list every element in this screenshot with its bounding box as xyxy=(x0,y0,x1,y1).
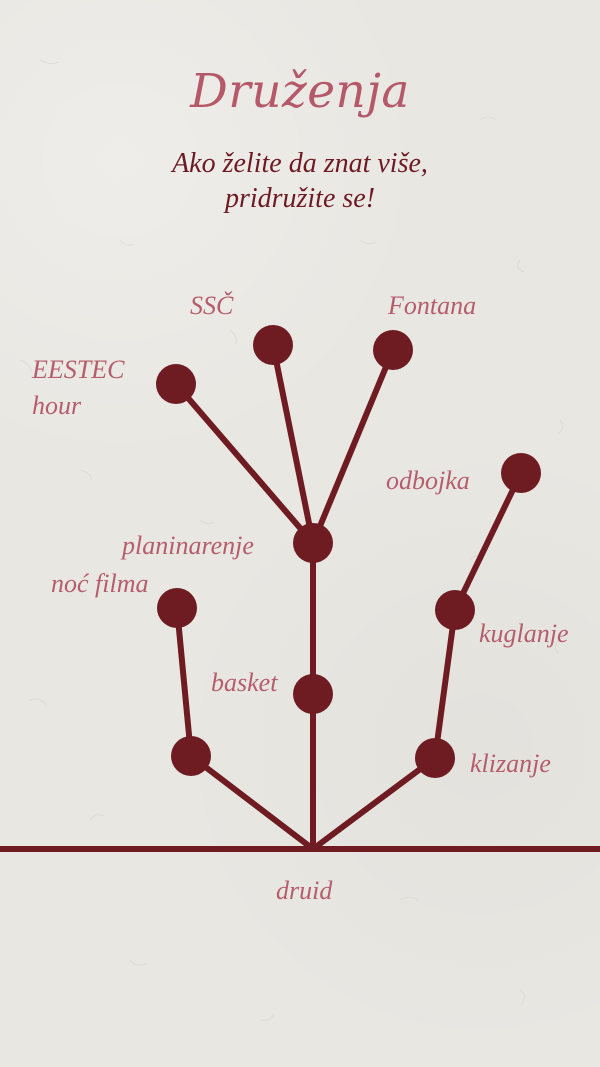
node-planinarenje xyxy=(293,523,333,563)
branch-eestec xyxy=(176,384,313,543)
label-odbojka: odbojka xyxy=(386,466,470,496)
branch-kuglanje xyxy=(435,610,455,758)
label-druid: druid xyxy=(276,876,332,906)
branch-ssc xyxy=(273,345,313,543)
branch-left-low xyxy=(191,756,313,849)
node-left-low xyxy=(171,736,211,776)
node-klizanje xyxy=(415,738,455,778)
label-kuglanje: kuglanje xyxy=(479,619,569,649)
label-eestec-line2: hour xyxy=(32,391,81,421)
branch-noc-filma xyxy=(177,608,191,756)
label-noc-filma: noć filma xyxy=(51,569,149,599)
label-ssc: SSČ xyxy=(190,291,233,321)
label-fontana: Fontana xyxy=(388,291,476,321)
node-noc-filma xyxy=(157,588,197,628)
node-basket xyxy=(293,674,333,714)
node-ssc xyxy=(253,325,293,365)
label-planinarenje: planinarenje xyxy=(122,531,254,561)
node-fontana xyxy=(373,330,413,370)
label-basket: basket xyxy=(211,668,277,698)
branch-fontana xyxy=(313,350,393,543)
branch-right-low xyxy=(313,758,435,849)
label-eestec-line1: EESTEC xyxy=(32,355,124,385)
node-kuglanje xyxy=(435,590,475,630)
node-eestec xyxy=(156,364,196,404)
label-klizanje: klizanje xyxy=(470,749,551,779)
node-odbojka xyxy=(501,453,541,493)
